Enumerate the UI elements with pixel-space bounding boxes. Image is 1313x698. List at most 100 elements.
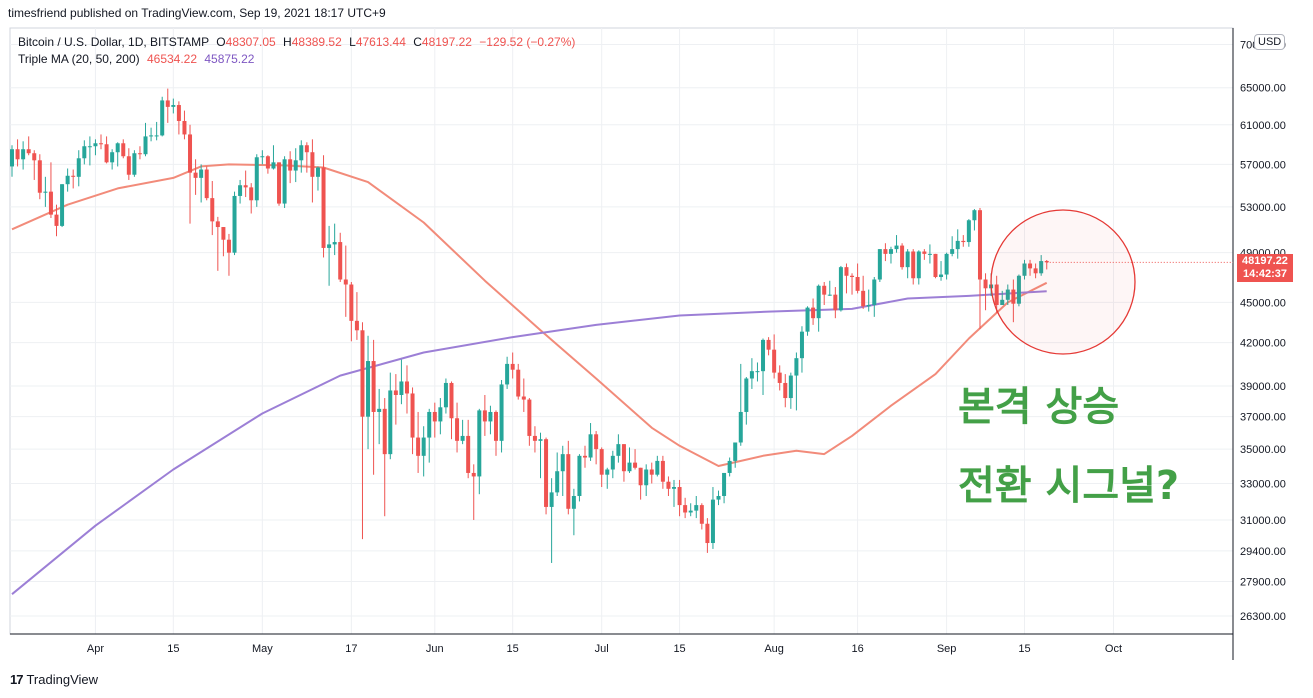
candle-body xyxy=(977,210,982,280)
candle xyxy=(254,154,259,207)
x-tick-label: Sep xyxy=(937,643,957,655)
candle xyxy=(221,227,226,257)
candle xyxy=(827,280,832,296)
candle xyxy=(560,445,565,496)
candle-body xyxy=(1011,289,1016,304)
candle-body xyxy=(939,274,944,278)
candle-body xyxy=(638,467,643,486)
candle xyxy=(961,235,966,247)
candle-body xyxy=(994,284,999,305)
candle-body xyxy=(410,393,415,438)
candle-body xyxy=(199,169,204,178)
y-tick-label: 29400.00 xyxy=(1240,546,1286,558)
candle-body xyxy=(43,191,48,193)
candle-body xyxy=(176,105,181,121)
candle-body xyxy=(577,455,582,496)
candle xyxy=(638,467,643,500)
candle xyxy=(471,464,476,520)
candle-body xyxy=(933,253,938,278)
candle xyxy=(566,440,571,515)
currency-button[interactable]: USD xyxy=(1254,34,1286,50)
candle xyxy=(811,298,816,325)
close-label: C xyxy=(413,35,422,49)
candlestick-series xyxy=(10,88,1049,563)
candle-body xyxy=(694,505,699,511)
candle xyxy=(327,225,332,286)
candle-body xyxy=(315,167,320,177)
bar-countdown: 14:42:37 xyxy=(1242,268,1288,281)
candle xyxy=(838,265,843,312)
candle xyxy=(627,447,632,473)
publisher-line: timesfriend published on TradingView.com… xyxy=(8,6,386,20)
candle xyxy=(215,216,220,271)
candle xyxy=(594,431,599,465)
candle-body xyxy=(460,435,465,441)
candle-body xyxy=(165,100,170,107)
candle xyxy=(955,229,960,259)
candle xyxy=(416,411,421,473)
candle-body xyxy=(627,462,632,472)
candle xyxy=(655,455,660,477)
candle-body xyxy=(633,462,638,468)
candle-body xyxy=(894,245,899,250)
candle-body xyxy=(82,146,87,159)
candle xyxy=(48,162,53,218)
candle xyxy=(271,145,276,170)
candle-body xyxy=(788,375,793,399)
candle xyxy=(482,394,487,436)
tradingview-brand: TradingView xyxy=(26,672,99,687)
candle xyxy=(905,249,910,279)
candle-body xyxy=(282,159,287,204)
candle xyxy=(683,497,688,519)
candle-body xyxy=(377,408,382,412)
candle xyxy=(1033,263,1038,279)
y-tick-label: 61000.00 xyxy=(1240,120,1286,132)
candle-body xyxy=(588,434,593,458)
candle xyxy=(883,243,888,262)
candle-body xyxy=(621,444,626,472)
candle-body xyxy=(1005,289,1010,300)
x-tick-label: 16 xyxy=(851,643,863,655)
symbol-title[interactable]: Bitcoin / U.S. Dollar, 1D, BITSTAMP xyxy=(18,35,209,49)
candle-body xyxy=(1000,299,1005,305)
candle-body xyxy=(905,251,910,268)
candle-body xyxy=(950,249,955,254)
candle xyxy=(588,423,593,461)
candle-body xyxy=(110,152,115,163)
candle xyxy=(755,362,760,382)
candle xyxy=(744,377,749,425)
candle-body xyxy=(1039,261,1044,274)
candle xyxy=(460,419,465,445)
candle-body xyxy=(204,169,209,199)
candle-body xyxy=(783,382,788,399)
candle-body xyxy=(104,144,109,163)
candle xyxy=(866,289,871,312)
footer[interactable]: 17 TradingView xyxy=(10,672,98,687)
candle xyxy=(410,387,415,455)
candle-body xyxy=(76,158,81,177)
candle-body xyxy=(21,149,26,160)
candle-body xyxy=(510,363,515,370)
candle xyxy=(332,223,337,256)
candle xyxy=(621,444,626,482)
candle xyxy=(404,365,409,414)
candle-body xyxy=(683,505,688,513)
indicator-title[interactable]: Triple MA (20, 50, 200) xyxy=(18,52,140,66)
candle-body xyxy=(360,330,365,417)
candle-body xyxy=(672,487,677,489)
x-tick-label: Jun xyxy=(426,643,444,655)
candle xyxy=(532,426,537,453)
candle xyxy=(527,398,532,446)
candle-body xyxy=(188,134,193,173)
candle xyxy=(977,207,982,329)
candle-body xyxy=(293,160,298,171)
candle-body xyxy=(271,162,276,169)
y-tick-label: 42000.00 xyxy=(1240,338,1286,350)
candle-body xyxy=(716,495,721,500)
candle xyxy=(694,495,699,519)
candle-body xyxy=(238,185,243,196)
candle xyxy=(794,352,799,411)
candle-body xyxy=(404,381,409,394)
candle-body xyxy=(115,143,120,153)
